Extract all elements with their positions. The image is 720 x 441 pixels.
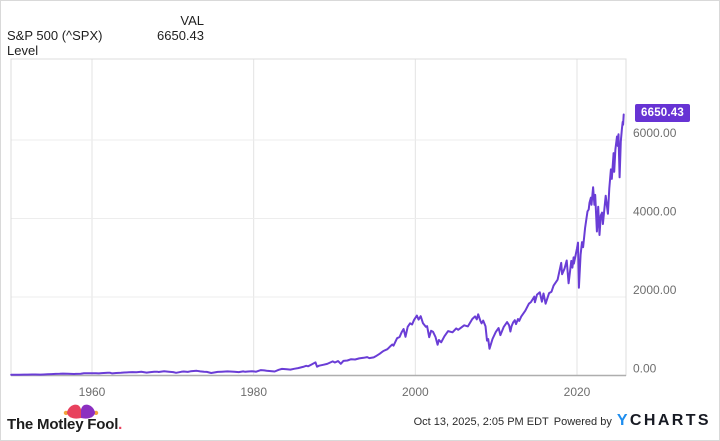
- y-tick-label-4000.00: 4000.00: [633, 205, 677, 219]
- wordmark-period: .: [118, 416, 123, 433]
- ycharts-y-glyph: Y: [616, 412, 630, 429]
- chart-header: VAL S&P 500 (^SPX) Level 6650.43: [7, 13, 204, 58]
- x-tick-label-2000: 2000: [402, 385, 429, 399]
- y-tick-label-6000.00: 6000.00: [633, 126, 677, 140]
- x-tick-label-1980: 1980: [240, 385, 267, 399]
- jester-hat-icon: [63, 404, 99, 419]
- series-current-value: 6650.43: [157, 28, 204, 43]
- timestamp: Oct 13, 2025, 2:05 PM EDT: [413, 416, 549, 428]
- y-tick-label-0.00: 0.00: [633, 362, 657, 376]
- footer-attribution: Oct 13, 2025, 2:05 PM EDT Powered by YCH…: [414, 412, 711, 430]
- ycharts-logo[interactable]: YCHARTS: [617, 412, 711, 430]
- motley-fool-logo[interactable]: The Motley Fool.: [7, 403, 127, 436]
- y-tick-label-2000.00: 2000.00: [633, 283, 677, 297]
- x-tick-label-1960: 1960: [79, 385, 106, 399]
- val-column-header: VAL: [180, 13, 204, 28]
- ycharts-wordmark: CHARTS: [629, 412, 711, 429]
- x-tick-label-2020: 2020: [564, 385, 591, 399]
- series-label: S&P 500 (^SPX) Level: [7, 28, 103, 58]
- last-value-badge: 6650.43: [635, 104, 690, 122]
- last-value-badge-text: 6650.43: [641, 107, 684, 119]
- price-line-series[interactable]: [10, 113, 625, 376]
- powered-by-label: Powered by: [553, 416, 612, 428]
- motley-fool-wordmark: The Motley Fool.: [7, 416, 123, 433]
- plot-frame: [10, 58, 627, 376]
